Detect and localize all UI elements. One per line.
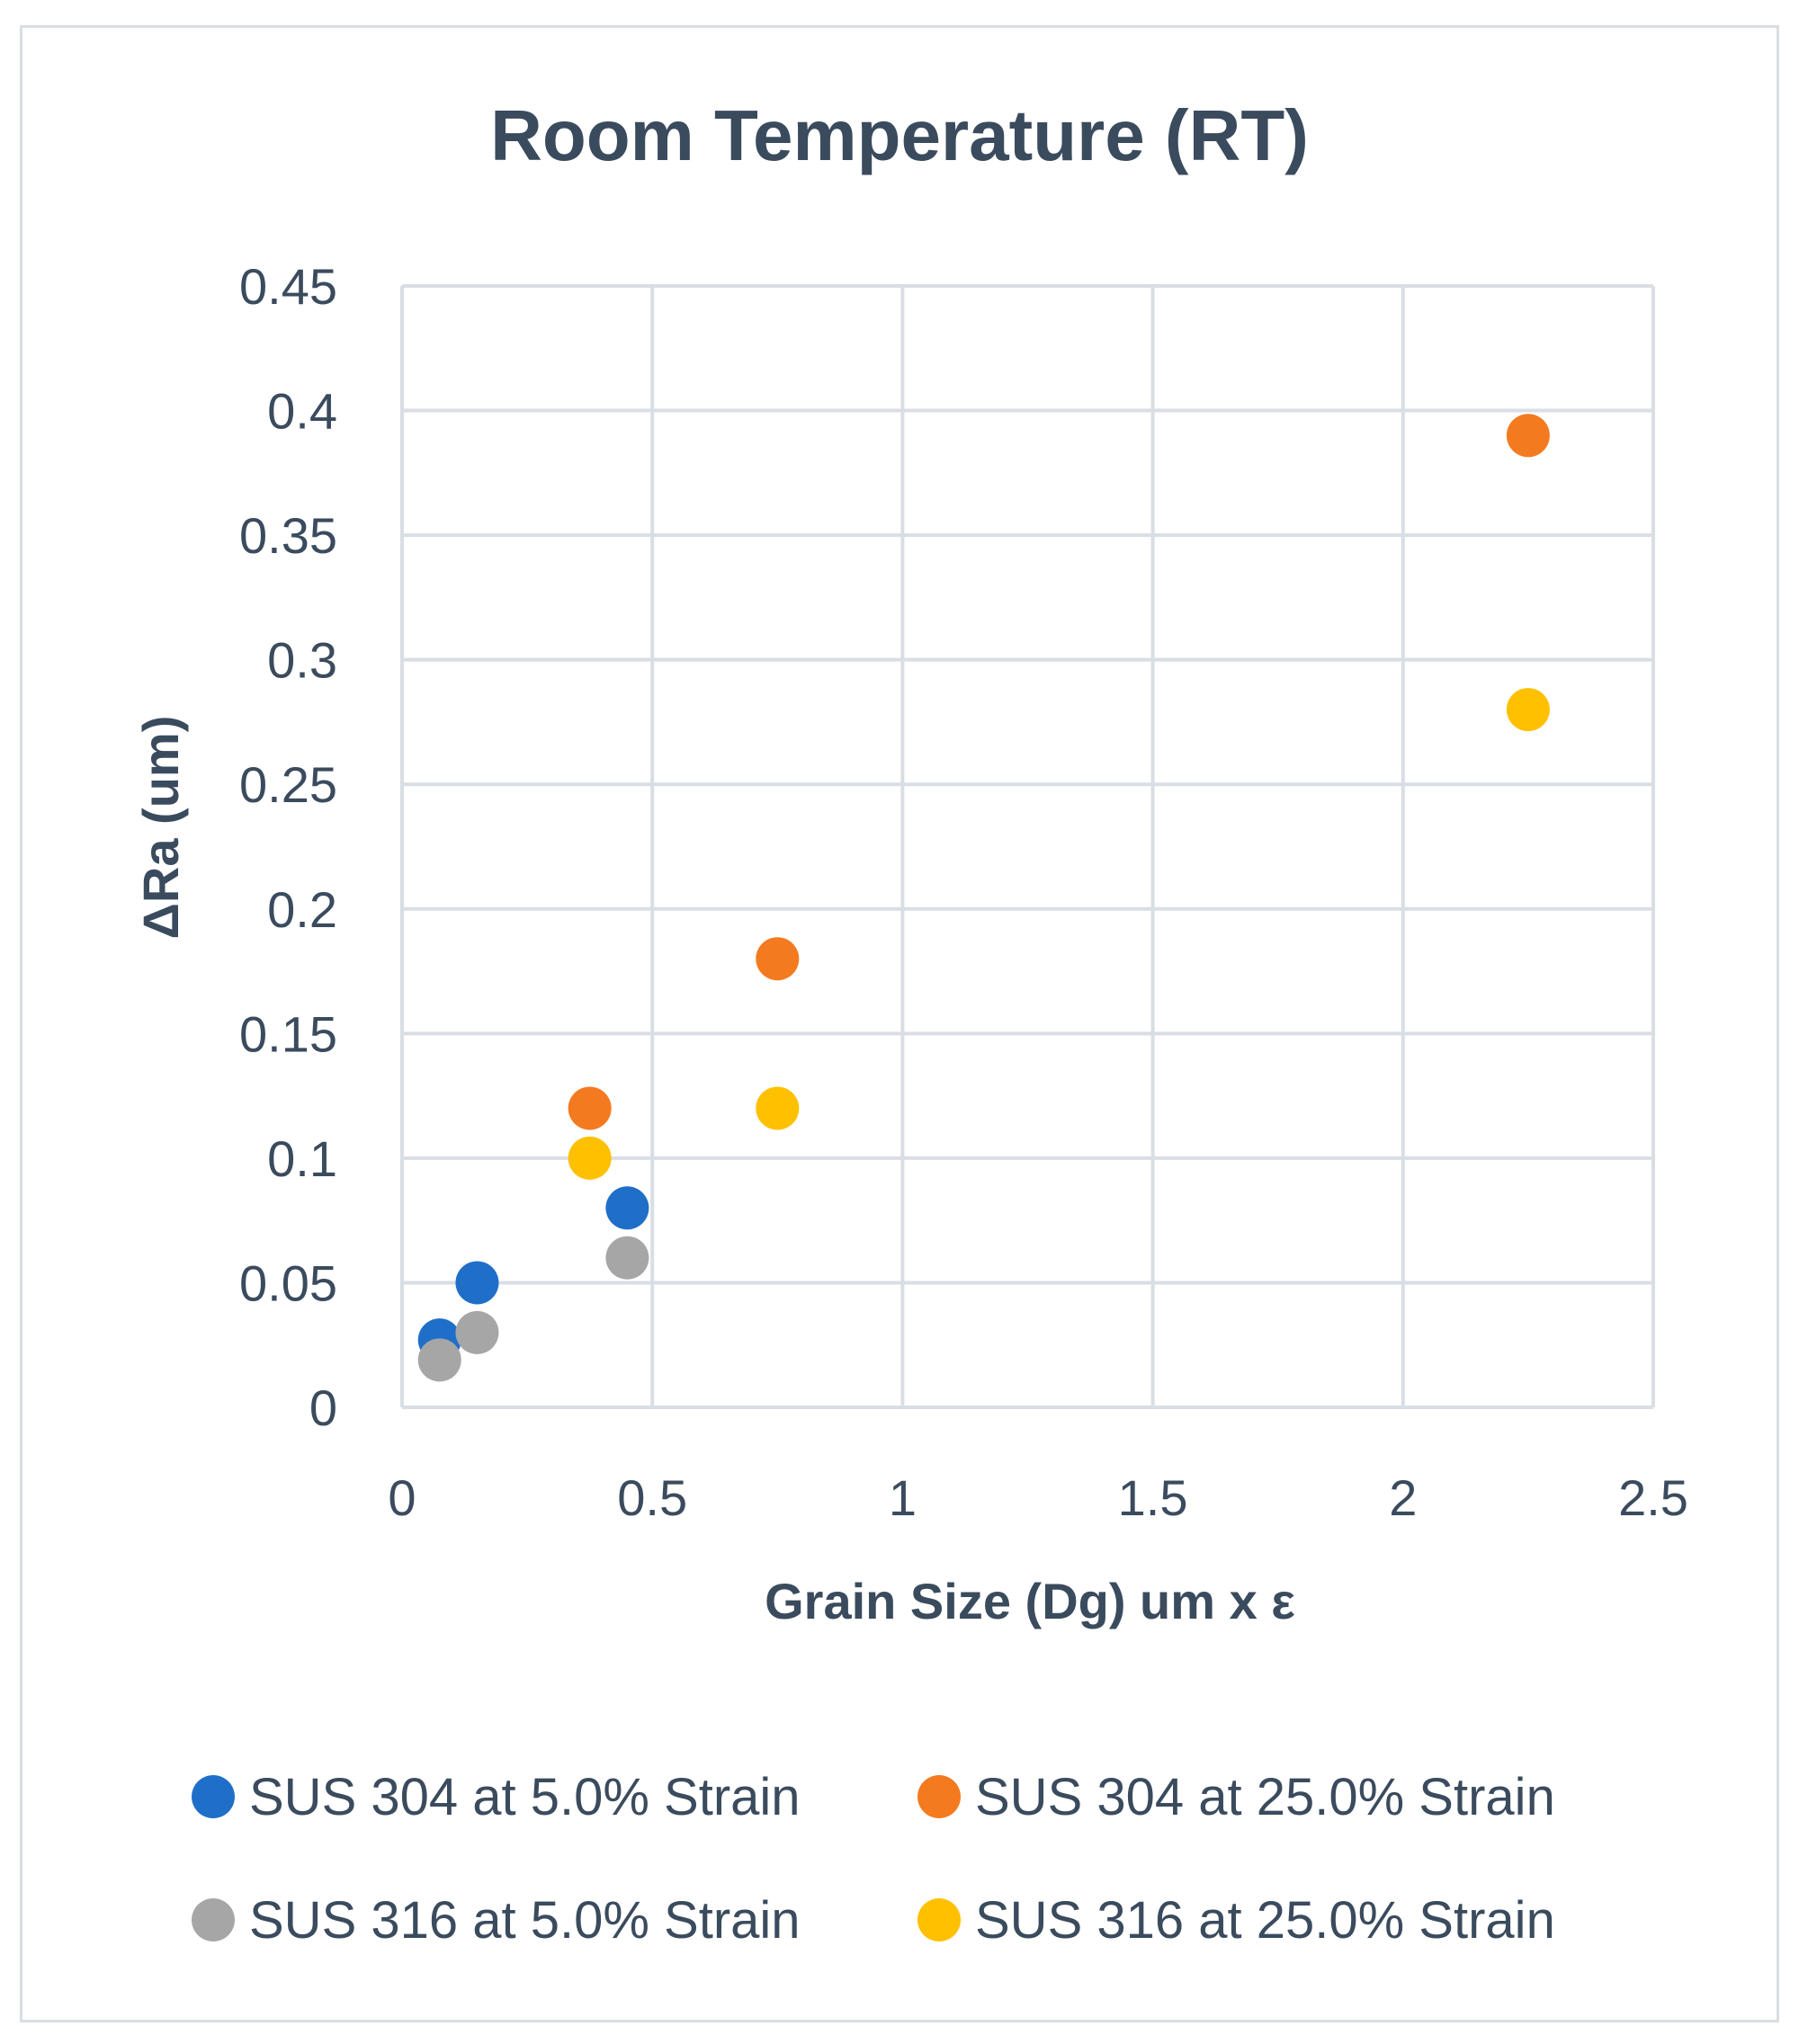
x-tick-label: 2.5: [1618, 1469, 1688, 1526]
grid: [400, 284, 1655, 1409]
data-point-series-2: [568, 1086, 612, 1130]
data-point-series-4: [1506, 688, 1550, 732]
legend: SUS 304 at 5.0% Strain SUS 304 at 25.0% S…: [192, 1768, 1555, 1950]
y-tick-label: 0.05: [239, 1254, 337, 1311]
data-point-series-1: [455, 1261, 499, 1305]
legend-marker-series-1: [192, 1775, 235, 1818]
data-points: [417, 414, 1550, 1382]
data-point-series-4: [756, 1086, 800, 1130]
x-tick-label: 1: [889, 1469, 917, 1526]
data-point-series-2: [1506, 414, 1550, 458]
y-tick-label: 0.25: [239, 756, 337, 813]
legend-marker-series-3: [192, 1898, 235, 1941]
data-point-series-3: [455, 1310, 499, 1354]
y-tick-label: 0.45: [239, 258, 337, 315]
legend-label-series-3: SUS 316 at 5.0% Strain: [249, 1891, 801, 1950]
y-axis-title: ΔRa (um): [132, 716, 189, 940]
chart-title: Room Temperature (RT): [490, 95, 1309, 175]
chart-frame: [20, 25, 1779, 2022]
data-point-series-2: [756, 937, 800, 981]
legend-marker-series-2: [917, 1775, 961, 1818]
legend-label-series-1: SUS 304 at 5.0% Strain: [249, 1768, 801, 1826]
legend-label-series-4: SUS 316 at 25.0% Strain: [975, 1891, 1555, 1950]
y-tick-label: 0.35: [239, 507, 337, 564]
y-tick-labels: 0 0.05 0.1 0.15 0.2 0.25 0.3 0.35 0.4 0.45: [239, 258, 337, 1436]
x-tick-labels: 0 0.5 1 1.5 2 2.5: [388, 1469, 1688, 1526]
data-point-series-3: [605, 1236, 649, 1280]
x-tick-label: 1.5: [1118, 1469, 1188, 1526]
x-tick-label: 0: [388, 1469, 416, 1526]
y-tick-label: 0.2: [267, 881, 337, 938]
data-point-series-3: [417, 1338, 461, 1382]
y-tick-label: 0: [309, 1379, 337, 1436]
y-tick-label: 0.1: [267, 1130, 337, 1187]
x-tick-label: 2: [1389, 1469, 1417, 1526]
x-tick-label: 0.5: [617, 1469, 687, 1526]
legend-label-series-2: SUS 304 at 25.0% Strain: [975, 1768, 1555, 1826]
legend-marker-series-4: [917, 1898, 961, 1941]
y-tick-label: 0.4: [267, 383, 337, 440]
data-point-series-4: [568, 1136, 612, 1180]
y-tick-label: 0.15: [239, 1005, 337, 1062]
x-axis-title: Grain Size (Dg) um x ε: [765, 1573, 1295, 1629]
data-point-series-1: [605, 1186, 649, 1230]
y-tick-label: 0.3: [267, 632, 337, 689]
